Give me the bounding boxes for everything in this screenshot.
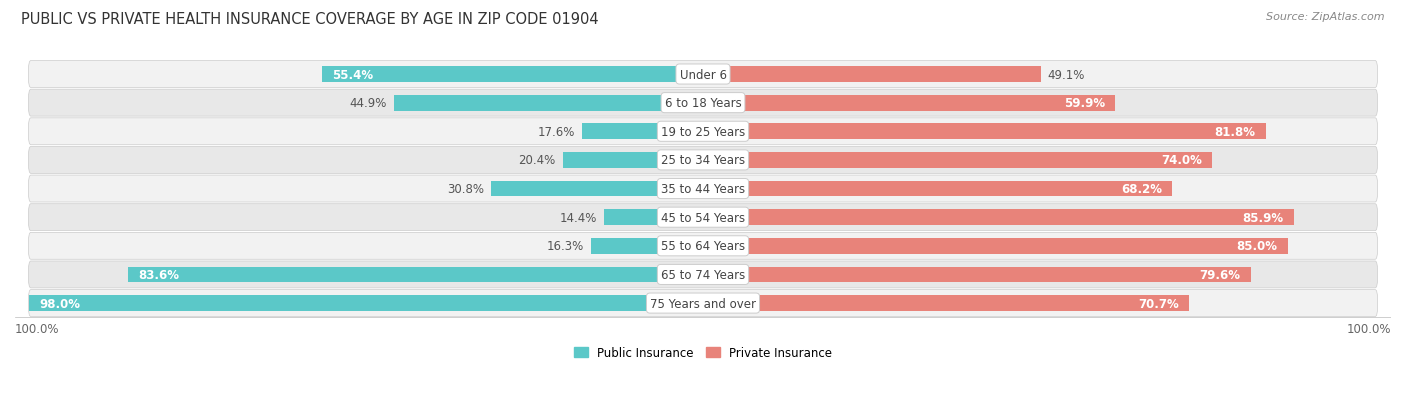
Bar <box>322 67 703 83</box>
Bar <box>582 124 703 140</box>
Text: 55 to 64 Years: 55 to 64 Years <box>661 240 745 253</box>
Text: 70.7%: 70.7% <box>1139 297 1180 310</box>
Text: 6 to 18 Years: 6 to 18 Years <box>665 97 741 110</box>
FancyBboxPatch shape <box>28 204 1378 231</box>
Text: 55.4%: 55.4% <box>332 68 374 81</box>
Bar <box>28 295 703 311</box>
Text: 20.4%: 20.4% <box>519 154 555 167</box>
Text: 85.0%: 85.0% <box>1236 240 1278 253</box>
Text: 79.6%: 79.6% <box>1199 268 1240 281</box>
Bar <box>491 181 703 197</box>
Text: 16.3%: 16.3% <box>547 240 583 253</box>
FancyBboxPatch shape <box>28 261 1378 288</box>
Text: 17.6%: 17.6% <box>537 126 575 138</box>
Bar <box>703 210 1294 225</box>
Bar <box>703 124 1265 140</box>
Text: 35 to 44 Years: 35 to 44 Years <box>661 183 745 196</box>
Legend: Public Insurance, Private Insurance: Public Insurance, Private Insurance <box>569 342 837 364</box>
FancyBboxPatch shape <box>28 62 1378 88</box>
Text: 49.1%: 49.1% <box>1047 68 1085 81</box>
Text: 59.9%: 59.9% <box>1064 97 1105 110</box>
FancyBboxPatch shape <box>28 119 1378 145</box>
Bar <box>703 267 1251 282</box>
Text: 100.0%: 100.0% <box>1347 322 1391 335</box>
Bar <box>703 181 1173 197</box>
FancyBboxPatch shape <box>28 147 1378 174</box>
Text: 100.0%: 100.0% <box>15 322 59 335</box>
Bar <box>703 153 1212 169</box>
Text: 19 to 25 Years: 19 to 25 Years <box>661 126 745 138</box>
FancyBboxPatch shape <box>28 176 1378 202</box>
Text: 45 to 54 Years: 45 to 54 Years <box>661 211 745 224</box>
Text: 98.0%: 98.0% <box>39 297 80 310</box>
Text: 65 to 74 Years: 65 to 74 Years <box>661 268 745 281</box>
Text: Under 6: Under 6 <box>679 68 727 81</box>
Bar <box>394 95 703 111</box>
Text: 25 to 34 Years: 25 to 34 Years <box>661 154 745 167</box>
Bar <box>562 153 703 169</box>
Bar <box>703 295 1189 311</box>
Text: 44.9%: 44.9% <box>350 97 387 110</box>
Bar <box>605 210 703 225</box>
FancyBboxPatch shape <box>28 290 1378 317</box>
Text: 83.6%: 83.6% <box>138 268 179 281</box>
Text: 75 Years and over: 75 Years and over <box>650 297 756 310</box>
Text: 14.4%: 14.4% <box>560 211 598 224</box>
Text: 30.8%: 30.8% <box>447 183 484 196</box>
FancyBboxPatch shape <box>28 233 1378 260</box>
Text: Source: ZipAtlas.com: Source: ZipAtlas.com <box>1267 12 1385 22</box>
Bar <box>591 238 703 254</box>
Text: 74.0%: 74.0% <box>1161 154 1202 167</box>
Text: PUBLIC VS PRIVATE HEALTH INSURANCE COVERAGE BY AGE IN ZIP CODE 01904: PUBLIC VS PRIVATE HEALTH INSURANCE COVER… <box>21 12 599 27</box>
Bar <box>703 238 1288 254</box>
Text: 85.9%: 85.9% <box>1243 211 1284 224</box>
Bar <box>703 95 1115 111</box>
Text: 81.8%: 81.8% <box>1215 126 1256 138</box>
Bar <box>128 267 703 282</box>
Text: 68.2%: 68.2% <box>1121 183 1161 196</box>
FancyBboxPatch shape <box>28 90 1378 117</box>
Bar <box>703 67 1040 83</box>
